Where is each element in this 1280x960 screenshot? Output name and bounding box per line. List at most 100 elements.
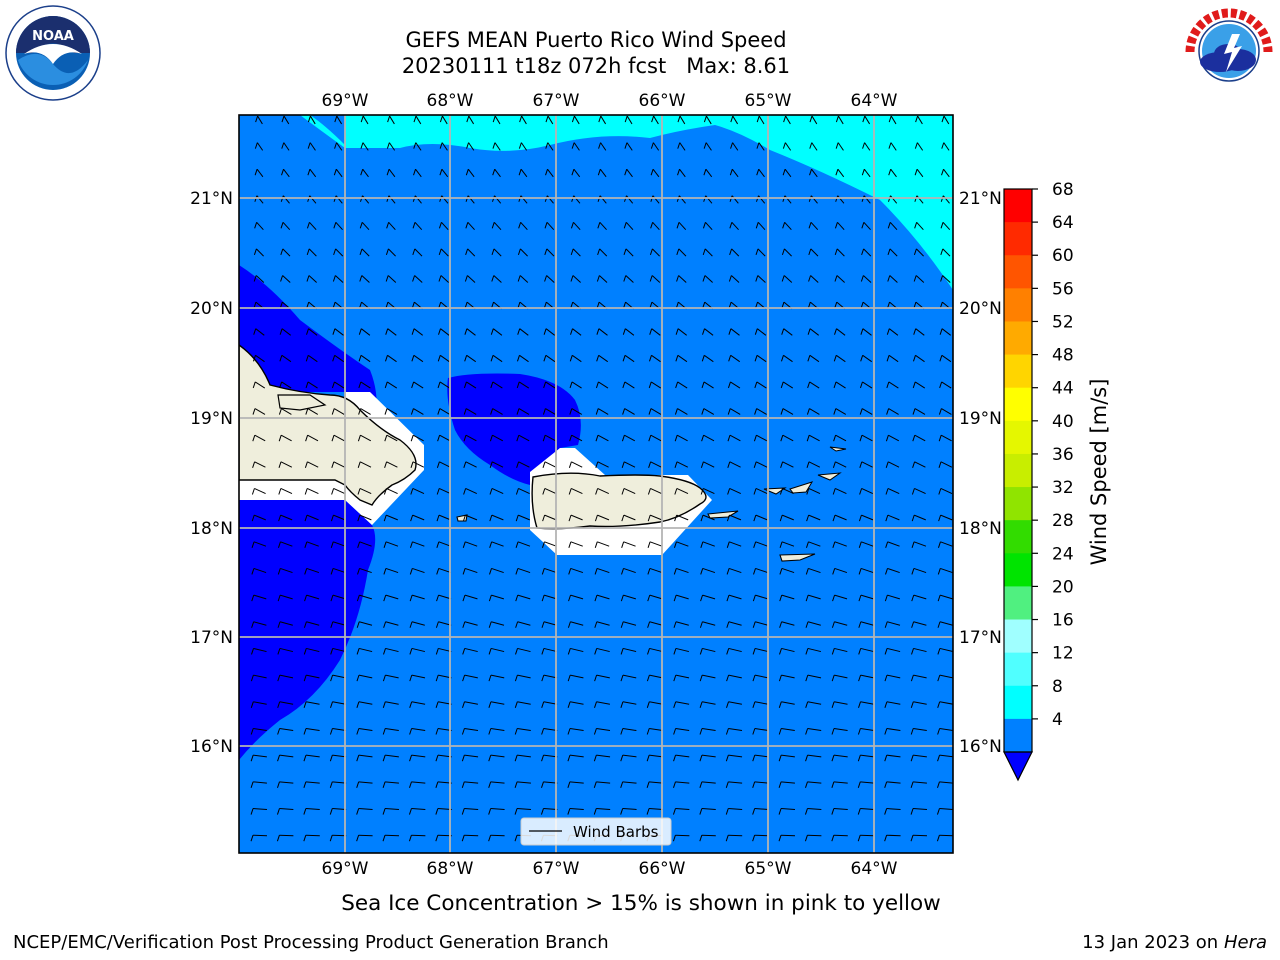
wind-barb (464, 621, 478, 626)
wind-barb (886, 754, 901, 758)
wind-barb (758, 195, 766, 204)
wind-barb-flag (251, 514, 255, 522)
wind-barb (701, 754, 716, 758)
wind-barb-flag (805, 648, 809, 655)
wind-barb-flag (567, 674, 571, 682)
lat-label-left: 16°N (190, 737, 233, 757)
wind-barb (623, 514, 636, 521)
wind-barb (308, 328, 318, 336)
wind-barb (808, 461, 821, 468)
wind-barb (940, 594, 953, 600)
wind-barb-flag (332, 301, 336, 309)
wind-barb-flag (646, 728, 650, 735)
wind-barb (678, 221, 687, 231)
wind-barb-flag (752, 648, 756, 655)
wind-barb-flag (598, 115, 602, 123)
wind-barb-flag (646, 808, 650, 815)
wind-barb-flag (884, 701, 888, 708)
wind-barb-flag (491, 248, 495, 256)
wind-barb (940, 541, 953, 547)
wind-barb-flag (598, 142, 602, 149)
wind-barb (305, 727, 320, 732)
nws-logo (1183, 5, 1275, 97)
wind-barb (863, 275, 872, 283)
wind-barb (335, 195, 343, 204)
wind-barb-flag (461, 728, 465, 735)
wind-barb-flag (570, 248, 574, 256)
wind-barb-flag (543, 381, 547, 389)
wind-barb (702, 488, 715, 494)
wind-barb (279, 647, 294, 653)
wind-barb (600, 142, 607, 151)
wind-barb (256, 221, 264, 231)
wind-barb-flag (516, 381, 520, 389)
wind-barb-flag (384, 461, 388, 468)
wind-barb-flag (620, 808, 624, 815)
wind-barb (939, 621, 953, 626)
wind-barb (544, 514, 557, 521)
wind-barb-flag (356, 701, 360, 708)
wind-barb-flag (360, 169, 364, 176)
wind-barb-flag (649, 328, 653, 335)
wind-barb (624, 381, 635, 389)
wind-barb (253, 647, 267, 653)
wind-barb (916, 168, 924, 178)
wind-barb-flag (938, 435, 942, 442)
wind-barb-flag (542, 514, 546, 522)
wind-barb (597, 434, 609, 442)
wind-barb (623, 541, 636, 547)
wind-barb-flag (541, 541, 545, 548)
wind-barb (625, 328, 635, 336)
wind-barb-flag (330, 594, 334, 602)
wind-barb (279, 621, 293, 626)
wind-barb-flag (677, 115, 681, 123)
wind-barb (336, 142, 343, 151)
wind-barb-flag (596, 301, 600, 309)
wind-barb-flag (702, 328, 705, 335)
wind-barb-flag (304, 594, 308, 602)
wind-barb-flag (568, 461, 572, 468)
wind-barb-flag (489, 514, 493, 522)
wind-barb-flag (356, 674, 360, 682)
wind-barb-flag (595, 461, 599, 468)
wind-barb (307, 434, 319, 442)
wind-barb (626, 142, 633, 151)
lon-label-top: 65°W (745, 91, 792, 111)
wind-barb (913, 754, 927, 758)
wind-barb-flag (940, 222, 944, 229)
wind-barb (358, 701, 373, 705)
wind-barb-flag (778, 701, 782, 708)
wind-barb (626, 115, 633, 125)
wind-barb-flag (252, 461, 256, 468)
wind-barb (358, 808, 373, 810)
wind-barb-flag (437, 408, 441, 415)
wind-barb-flag (250, 808, 254, 815)
wind-barb (570, 594, 584, 600)
wind-barb (387, 328, 397, 336)
wind-barb-flag (383, 488, 387, 495)
wind-barb-flag (382, 808, 386, 815)
wind-barb-flag (914, 222, 918, 229)
wind-barb (835, 461, 847, 468)
wind-barb-flag (779, 568, 783, 575)
wind-barb-flag (488, 621, 492, 628)
wind-barb-flag (330, 674, 334, 682)
wind-barb (598, 381, 609, 389)
wind-barb (781, 567, 795, 574)
lon-label-bottom: 69°W (322, 859, 369, 879)
wind-barb-flag (833, 435, 837, 442)
wind-barb-flag (884, 781, 888, 789)
wind-barb-flag (884, 728, 888, 735)
wind-barb-flag (277, 755, 281, 762)
wind-barb-flag (752, 728, 756, 735)
wind-barb-flag (752, 701, 756, 708)
colorbar-tick-label: 36 (1052, 445, 1074, 465)
wind-barb-flag (250, 781, 254, 789)
wind-barb-flag (726, 648, 730, 655)
wind-barb (543, 701, 558, 705)
wind-barb (546, 195, 554, 204)
wind-barb (517, 621, 531, 626)
wind-barb-flag (778, 835, 782, 842)
wind-barb-flag (884, 674, 888, 682)
wind-barb (387, 275, 397, 283)
